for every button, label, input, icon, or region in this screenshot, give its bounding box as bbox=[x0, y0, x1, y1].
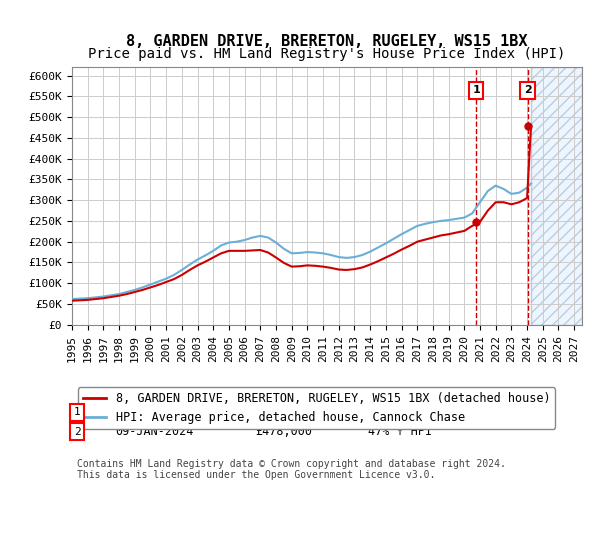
Bar bbox=[531, 67, 582, 325]
HPI: Average price, detached house, Cannock Chase: (2.02e+03, 3.4e+05): Average price, detached house, Cannock C… bbox=[527, 180, 535, 187]
HPI: Average price, detached house, Cannock Chase: (2e+03, 1.91e+05): Average price, detached house, Cannock C… bbox=[217, 242, 224, 249]
HPI: Average price, detached house, Cannock Chase: (2e+03, 1.67e+05): Average price, detached house, Cannock C… bbox=[202, 252, 209, 259]
Text: 2: 2 bbox=[74, 427, 80, 437]
Text: Price paid vs. HM Land Registry's House Price Index (HPI): Price paid vs. HM Land Registry's House … bbox=[88, 47, 566, 61]
HPI: Average price, detached house, Cannock Chase: (2e+03, 6.2e+04): Average price, detached house, Cannock C… bbox=[68, 296, 76, 302]
8, GARDEN DRIVE, BRERETON, RUGELEY, WS15 1BX (detached house) bbox=[147, 284, 154, 291]
8, GARDEN DRIVE, BRERETON, RUGELEY, WS15 1BX (detached house) bbox=[217, 250, 224, 256]
8, GARDEN DRIVE, BRERETON, RUGELEY, WS15 1BX (detached house) bbox=[226, 248, 233, 254]
Text: 8, GARDEN DRIVE, BRERETON, RUGELEY, WS15 1BX: 8, GARDEN DRIVE, BRERETON, RUGELEY, WS15… bbox=[126, 34, 528, 49]
Text: 9% ↓ HPI: 9% ↓ HPI bbox=[368, 406, 425, 419]
8, GARDEN DRIVE, BRERETON, RUGELEY, WS15 1BX (detached house) bbox=[202, 258, 209, 265]
8, GARDEN DRIVE, BRERETON, RUGELEY, WS15 1BX (detached house) bbox=[68, 297, 76, 304]
Text: 09-JAN-2024: 09-JAN-2024 bbox=[115, 425, 194, 438]
HPI: Average price, detached house, Cannock Chase: (2e+03, 9.7e+04): Average price, detached house, Cannock C… bbox=[147, 281, 154, 288]
HPI: Average price, detached house, Cannock Chase: (2.01e+03, 1.68e+05): Average price, detached house, Cannock C… bbox=[359, 251, 366, 258]
Text: 47% ↑ HPI: 47% ↑ HPI bbox=[368, 425, 432, 438]
HPI: Average price, detached house, Cannock Chase: (2e+03, 1.45e+05): Average price, detached house, Cannock C… bbox=[186, 261, 193, 268]
Legend: 8, GARDEN DRIVE, BRERETON, RUGELEY, WS15 1BX (detached house), HPI: Average pric: 8, GARDEN DRIVE, BRERETON, RUGELEY, WS15… bbox=[78, 388, 555, 429]
Text: 2: 2 bbox=[524, 85, 532, 95]
Text: 1: 1 bbox=[74, 407, 80, 417]
8, GARDEN DRIVE, BRERETON, RUGELEY, WS15 1BX (detached house) bbox=[359, 264, 366, 271]
Text: £247,500: £247,500 bbox=[256, 406, 313, 419]
HPI: Average price, detached house, Cannock Chase: (2e+03, 1.98e+05): Average price, detached house, Cannock C… bbox=[226, 239, 233, 246]
Text: 07-OCT-2020: 07-OCT-2020 bbox=[115, 406, 194, 419]
Text: £478,000: £478,000 bbox=[256, 425, 313, 438]
8, GARDEN DRIVE, BRERETON, RUGELEY, WS15 1BX (detached house) bbox=[186, 267, 193, 273]
Text: 1: 1 bbox=[472, 85, 480, 95]
Line: HPI: Average price, detached house, Cannock Chase: HPI: Average price, detached house, Cann… bbox=[72, 184, 531, 299]
Text: Contains HM Land Registry data © Crown copyright and database right 2024.
This d: Contains HM Land Registry data © Crown c… bbox=[77, 459, 506, 480]
8, GARDEN DRIVE, BRERETON, RUGELEY, WS15 1BX (detached house) bbox=[527, 123, 535, 129]
Line: 8, GARDEN DRIVE, BRERETON, RUGELEY, WS15 1BX (detached house): 8, GARDEN DRIVE, BRERETON, RUGELEY, WS15… bbox=[72, 126, 531, 301]
Bar bbox=[531, 67, 582, 325]
